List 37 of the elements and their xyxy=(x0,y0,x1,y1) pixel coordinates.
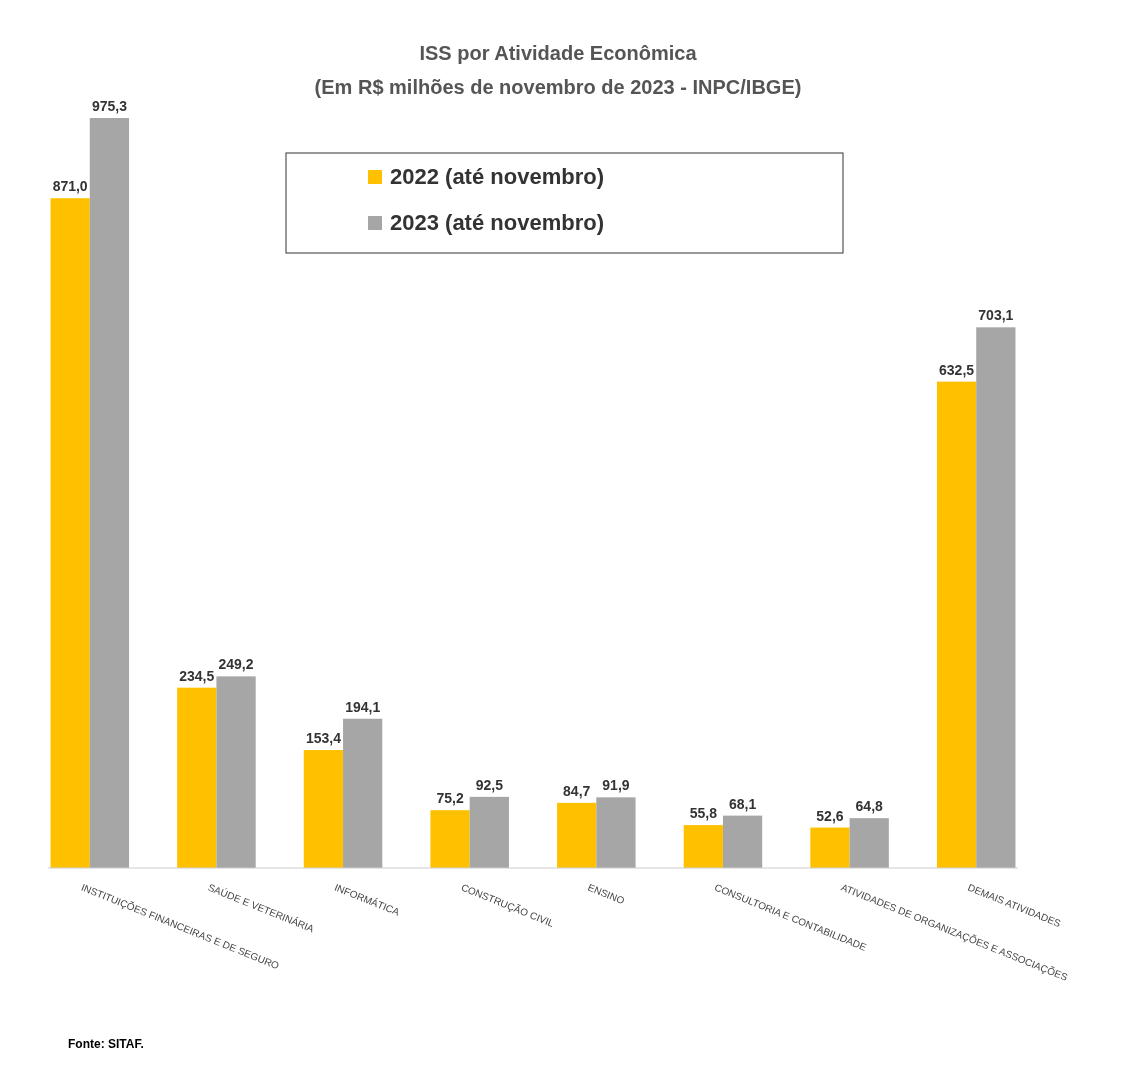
bar xyxy=(849,818,889,868)
bar xyxy=(216,676,256,868)
bar xyxy=(976,327,1016,868)
legend-label: 2023 (até novembro) xyxy=(390,210,604,235)
data-label: 194,1 xyxy=(345,698,381,715)
data-label: 153,4 xyxy=(305,730,342,747)
bar xyxy=(596,797,636,868)
legend-label: 2022 (até novembro) xyxy=(390,164,604,189)
bar xyxy=(89,118,130,868)
data-label: 249,2 xyxy=(218,656,254,673)
bar xyxy=(430,810,470,868)
bar xyxy=(343,718,383,868)
data-label: 55,8 xyxy=(689,805,718,822)
data-label: 84,7 xyxy=(563,782,591,799)
data-label: 75,2 xyxy=(436,790,464,807)
bar xyxy=(303,750,344,868)
data-label: 703,1 xyxy=(978,307,1014,324)
data-label: 871,0 xyxy=(52,178,88,195)
chart-subtitle: (Em R$ milhões de novembro de 2023 - INPC/IBGE) xyxy=(314,76,802,98)
data-label: 975,3 xyxy=(91,98,128,114)
data-label: 632,5 xyxy=(939,361,975,378)
chart-title: ISS por Atividade Econômica xyxy=(419,42,698,64)
bar xyxy=(810,827,850,868)
bar xyxy=(469,796,509,868)
bar xyxy=(722,815,763,868)
bar xyxy=(177,687,217,868)
data-label: 68,1 xyxy=(728,795,757,812)
data-label: 64,8 xyxy=(855,798,884,815)
bar xyxy=(683,825,723,868)
data-label: 52,6 xyxy=(816,807,844,824)
bar xyxy=(936,381,977,868)
data-label: 234,5 xyxy=(179,667,215,684)
source-note: Fonte: SITAF. xyxy=(68,1037,144,1051)
bar xyxy=(50,198,90,868)
bar xyxy=(557,802,597,868)
data-label: 92,5 xyxy=(475,776,504,793)
data-label: 91,9 xyxy=(602,777,630,794)
